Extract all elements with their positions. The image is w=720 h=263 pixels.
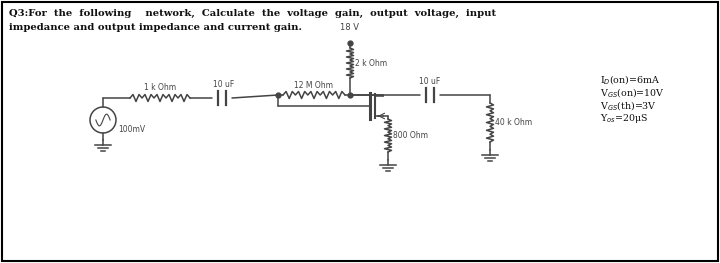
Text: V$_{GS}$(on)=10V: V$_{GS}$(on)=10V xyxy=(600,86,665,99)
Text: impedance and output impedance and current gain.: impedance and output impedance and curre… xyxy=(9,23,302,32)
Text: 18 V: 18 V xyxy=(341,23,359,32)
Text: Y$_{os}$=20μS: Y$_{os}$=20μS xyxy=(600,112,648,125)
Text: 1 k Ohm: 1 k Ohm xyxy=(144,83,176,92)
Text: I$_D$(on)=6mA: I$_D$(on)=6mA xyxy=(600,73,660,86)
Text: 40 k Ohm: 40 k Ohm xyxy=(495,118,532,127)
Text: 10 uF: 10 uF xyxy=(419,77,441,86)
Text: 100mV: 100mV xyxy=(118,125,145,134)
Text: 800 Ohm: 800 Ohm xyxy=(393,131,428,140)
Text: V$_{GS}$(th)=3V: V$_{GS}$(th)=3V xyxy=(600,99,657,112)
Text: 10 uF: 10 uF xyxy=(213,80,235,89)
Text: 2 k Ohm: 2 k Ohm xyxy=(355,58,387,68)
Text: 12 M Ohm: 12 M Ohm xyxy=(294,81,333,90)
Text: Q3:For  the  following    network,  Calculate  the  voltage  gain,  output  volt: Q3:For the following network, Calculate … xyxy=(9,9,496,18)
